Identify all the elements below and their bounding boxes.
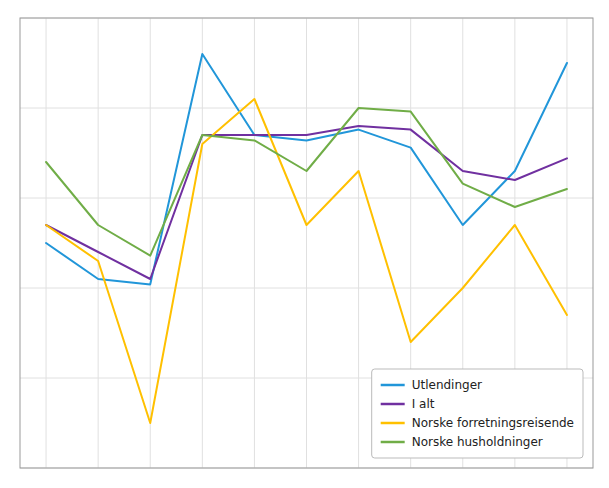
plot-background	[20, 18, 593, 468]
legend-swatch	[381, 422, 405, 425]
legend: Utlendinger I alt Norske forretningsreisen…	[372, 369, 583, 458]
x-grid-line	[202, 18, 203, 468]
legend-label: Norske forretningsreisende	[412, 416, 574, 430]
legend-label: Utlendinger	[412, 378, 482, 392]
series-lines	[46, 54, 567, 423]
grid	[20, 18, 593, 468]
legend-swatch	[381, 384, 405, 387]
x-grid-line	[358, 18, 359, 468]
chart-container: Utlendinger I alt Norske forretningsreisen…	[0, 0, 609, 488]
chart-svg: Utlendinger I alt Norske forretningsreisen…	[0, 0, 609, 488]
plot-frame	[20, 18, 593, 468]
x-grid-line	[98, 18, 99, 468]
series-line	[46, 108, 567, 256]
legend-label: I alt	[412, 397, 435, 411]
legend-swatch	[381, 441, 405, 444]
x-grid-line	[254, 18, 255, 468]
legend-label: Norske husholdninger	[412, 435, 543, 449]
legend-box	[372, 369, 583, 458]
legend-swatch	[381, 403, 405, 406]
x-grid-line	[306, 18, 307, 468]
series-line	[46, 54, 567, 284]
x-grid-line	[150, 18, 151, 468]
